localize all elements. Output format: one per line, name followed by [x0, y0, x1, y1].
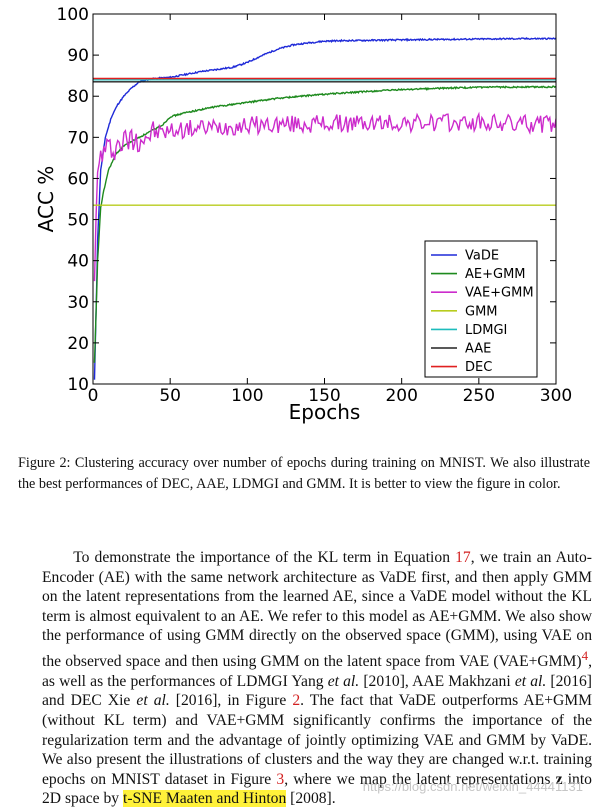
accuracy-chart: 0 50 100 150 200 250 300 10 20 30 40 50 60 70 80 90 100 E… — [34, 5, 572, 424]
y-axis-label: ACC % — [34, 166, 58, 233]
y-tick-label: 10 — [67, 375, 89, 395]
y-tick-label: 20 — [67, 334, 89, 354]
legend-box — [424, 240, 538, 378]
text-run: , we train an Auto-Encoder (AE) with the… — [42, 549, 592, 671]
x-tick-label: 300 — [540, 386, 572, 406]
y-tick-label: 60 — [67, 169, 89, 189]
text-run: , where we map the latent representation… — [284, 770, 556, 788]
x-tick-label: 100 — [231, 386, 263, 406]
text-run: [2016] and DEC Xie — [42, 672, 592, 710]
text-run: [2016], in Figure — [169, 692, 293, 710]
latent-variable-z: z — [555, 770, 563, 788]
text-run: , as well as the performances of LDMGI Y… — [42, 653, 592, 690]
x-tick-label: 0 — [88, 386, 99, 406]
y-tick-label: 70 — [67, 128, 89, 148]
text-run: . The fact that VaDE outperforms AE+GMM … — [42, 692, 592, 788]
watermark: https://blog.csdn.net/weixin_44441131 — [362, 779, 583, 794]
et-al: et al. — [327, 672, 360, 690]
legend-label: VaDE — [465, 249, 499, 264]
et-al: et al. — [136, 692, 170, 710]
y-tick-label: 100 — [57, 5, 89, 25]
y-tick-label: 30 — [67, 293, 89, 313]
figure-3-reference[interactable]: 3 — [276, 770, 285, 788]
x-tick-label: 50 — [159, 386, 181, 406]
legend-label: LDMGI — [465, 323, 507, 338]
legend-label: AAE — [465, 342, 491, 357]
figure-caption: Figure 2: Clustering accuracy over numbe… — [18, 455, 590, 492]
text-run: [2008]. — [286, 790, 336, 808]
legend-label: VAE+GMM — [465, 286, 534, 301]
y-tick-label: 90 — [67, 46, 89, 66]
text-run: To demonstrate the importance of the KL … — [73, 549, 456, 566]
x-tick-label: 200 — [385, 386, 417, 406]
figure-2-reference[interactable]: 2 — [292, 692, 301, 710]
x-axis-label: Epochs — [289, 400, 361, 424]
y-tick-label: 50 — [67, 211, 89, 231]
text-run: into 2D space by — [42, 770, 592, 808]
series-line-vae-gmm — [93, 111, 556, 282]
equation-reference[interactable]: 17 — [455, 549, 471, 566]
y-tick-label: 40 — [67, 252, 89, 272]
series-line-ae-gmm — [93, 85, 556, 363]
legend-label: GMM — [465, 304, 498, 319]
legend-label: DEC — [465, 360, 492, 375]
footnote-reference[interactable]: 4 — [581, 647, 589, 663]
et-al: et al. — [514, 672, 547, 690]
x-tick-label: 150 — [308, 386, 340, 406]
x-tick-label: 250 — [463, 386, 495, 406]
text-run: [2010], AAE Makhzani — [359, 672, 515, 690]
y-tick-label: 80 — [67, 87, 89, 107]
legend-label: AE+GMM — [465, 267, 526, 282]
series-line-vade — [93, 36, 556, 380]
highlighted-citation[interactable]: t-SNE Maaten and Hinton — [122, 790, 287, 808]
body-paragraph: To demonstrate the importance of the KL … — [42, 548, 592, 809]
